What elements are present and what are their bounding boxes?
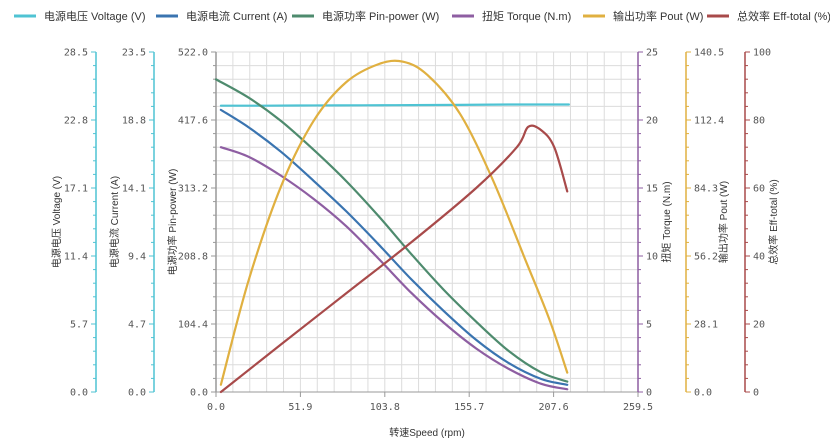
legend-label-voltage: 电源电压 Voltage (V)	[44, 9, 145, 23]
y-tick-label-pin: 417.6	[178, 116, 208, 127]
y-axis-title-pin: 电源功率 Pin-power (W)	[166, 169, 179, 276]
x-axis-title: 转速Speed (rpm)	[389, 426, 465, 439]
y-tick-label-pin: 313.2	[178, 184, 208, 195]
y-tick-label-voltage: 5.7	[70, 320, 88, 331]
y-tick-label-torque: 10	[646, 252, 658, 263]
y-tick-label-pin: 104.4	[178, 320, 208, 331]
y-tick-label-torque: 15	[646, 184, 658, 195]
y-tick-label-eff: 40	[753, 252, 765, 263]
y-tick-label-pout: 112.4	[694, 116, 724, 127]
y-tick-label-current: 4.7	[128, 320, 146, 331]
y-tick-label-eff: 20	[753, 320, 765, 331]
x-tick-label: 207.6	[539, 402, 569, 413]
series-line-pout	[219, 59, 569, 386]
y-tick-label-voltage: 17.1	[64, 184, 88, 195]
y-tick-label-pout: 56.2	[694, 252, 718, 263]
y-axis-title-voltage: 电源电压 Voltage (V)	[50, 176, 63, 268]
x-tick-label: 155.7	[454, 402, 484, 413]
y-axis-title-pout: 输出功率 Pout (W)	[717, 181, 730, 263]
y-tick-label-current: 18.8	[122, 116, 146, 127]
legend-label-pout: 输出功率 Pout (W)	[613, 9, 703, 23]
y-axis-title-torque: 扭矩 Torque (N.m)	[660, 181, 673, 262]
series-line-pin	[214, 78, 569, 383]
y-tick-label-pin: 208.8	[178, 252, 208, 263]
y-tick-label-current: 23.5	[122, 48, 146, 59]
y-tick-label-eff: 100	[753, 48, 771, 59]
y-tick-label-torque: 5	[646, 320, 652, 331]
y-tick-label-torque: 20	[646, 116, 658, 127]
y-tick-label-eff: 60	[753, 184, 765, 195]
series-line-torque	[219, 146, 569, 391]
y-tick-label-torque: 25	[646, 48, 658, 59]
y-tick-label-voltage: 28.5	[64, 48, 88, 59]
x-tick-label: 0.0	[207, 402, 225, 413]
y-tick-label-pout: 84.3	[694, 184, 718, 195]
legend: 电源电压 Voltage (V) 电源电流 Current (A) 电源功率 Pin…	[14, 9, 830, 23]
y-tick-label-voltage: 11.4	[64, 252, 88, 263]
y-tick-label-voltage: 22.8	[64, 116, 88, 127]
y-tick-label-eff: 0	[753, 388, 759, 399]
y-tick-label-pout: 28.1	[694, 320, 718, 331]
y-tick-label-pin: 0.0	[190, 388, 208, 399]
y-tick-label-pout: 140.5	[694, 48, 724, 59]
y-tick-label-voltage: 0.0	[70, 388, 88, 399]
y-tick-label-current: 0.0	[128, 388, 146, 399]
x-tick-label: 259.5	[623, 402, 653, 413]
series-line-eff	[219, 124, 569, 394]
series-line-voltage	[219, 103, 570, 107]
legend-label-torque: 扭矩 Torque (N.m)	[482, 9, 571, 23]
y-tick-label-current: 9.4	[128, 252, 146, 263]
y-axis-title-eff: 总效率 Eff-total (%)	[767, 179, 780, 264]
y-tick-label-current: 14.1	[122, 184, 146, 195]
grid	[215, 51, 639, 393]
series-line-current	[219, 108, 569, 386]
legend-label-pin: 电源功率 Pin-power (W)	[322, 9, 439, 23]
y-axis-title-current: 电源电流 Current (A)	[108, 176, 121, 268]
y-tick-label-torque: 0	[646, 388, 652, 399]
y-tick-label-pout: 0.0	[694, 388, 712, 399]
y-tick-label-pin: 522.0	[178, 48, 208, 59]
x-tick-label: 103.8	[370, 402, 400, 413]
legend-label-current: 电源电流 Current (A)	[186, 9, 287, 23]
series	[214, 59, 570, 394]
legend-label-eff: 总效率 Eff-total (%)	[737, 9, 830, 23]
x-tick-label: 51.9	[288, 402, 312, 413]
y-tick-label-eff: 80	[753, 116, 765, 127]
